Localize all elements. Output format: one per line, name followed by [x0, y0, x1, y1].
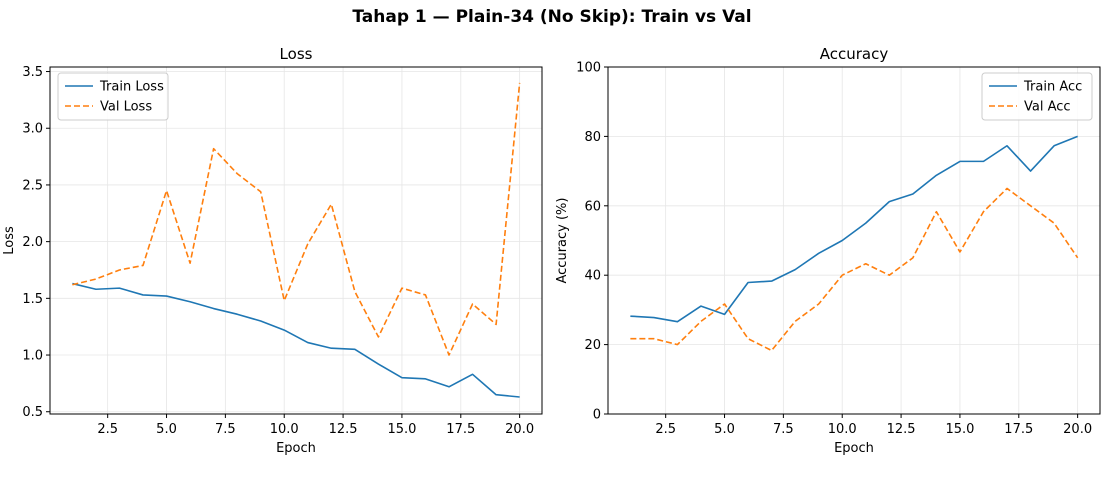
loss-x-tick-label: 10.0 — [270, 422, 299, 437]
accuracy-x-tick-label: 5.0 — [714, 422, 735, 437]
loss-x-tick-label: 17.5 — [446, 422, 475, 437]
accuracy-x-tick-label: 17.5 — [1004, 422, 1033, 437]
loss-axes-frame — [49, 66, 543, 415]
loss-legend-box — [57, 72, 169, 121]
accuracy-legend: Train Acc Val Acc — [981, 72, 1093, 121]
accuracy-x-tick-label: 7.5 — [773, 422, 794, 437]
loss-x-tick-label: 2.5 — [97, 422, 118, 437]
accuracy-y-tick-label: 100 — [576, 61, 601, 76]
accuracy-y-tick-label: 40 — [584, 269, 601, 284]
loss-y-tick-label: 0.5 — [22, 405, 43, 420]
accuracy-y-tick-label: 20 — [584, 338, 601, 353]
loss-legend: Train Loss Val Loss — [57, 72, 169, 121]
accuracy-legend-label: Train Acc — [1023, 80, 1082, 95]
loss-y-tick-label: 3.0 — [22, 122, 43, 137]
loss-x-tick-label: 15.0 — [387, 422, 416, 437]
loss-series-val-loss — [72, 82, 521, 356]
loss-legend-label: Train Loss — [99, 80, 164, 95]
loss-series-train-loss — [72, 282, 520, 398]
loss-x-axis-label: Epoch — [276, 441, 316, 456]
loss-x-tick-label: 5.0 — [156, 422, 177, 437]
loss-legend-label: Val Loss — [100, 100, 152, 115]
accuracy-series-train-acc — [630, 135, 1078, 323]
accuracy-x-tick-label: 20.0 — [1063, 422, 1092, 437]
loss-y-tick-label: 2.5 — [22, 178, 43, 193]
accuracy-y-tick-label: 0 — [593, 408, 601, 423]
accuracy-chart-title: Accuracy — [820, 45, 889, 63]
loss-y-tick-label: 2.0 — [22, 235, 43, 250]
accuracy-x-tick-label: 12.5 — [887, 422, 916, 437]
loss-y-tick-label: 1.0 — [22, 349, 43, 364]
accuracy-legend-label: Val Acc — [1024, 100, 1071, 115]
loss-chart-title: Loss — [280, 45, 313, 63]
loss-y-tick-label: 3.5 — [22, 65, 43, 80]
accuracy-y-tick-label: 60 — [584, 199, 601, 214]
loss-x-tick-label: 20.0 — [505, 422, 534, 437]
accuracy-x-tick-label: 2.5 — [655, 422, 676, 437]
accuracy-x-tick-label: 10.0 — [828, 422, 857, 437]
accuracy-axes-frame — [607, 66, 1101, 415]
accuracy-x-axis-label: Epoch — [834, 441, 874, 456]
loss-y-axis-label: Loss — [2, 226, 17, 255]
accuracy-y-tick-label: 80 — [584, 130, 601, 145]
loss-y-tick-label: 1.5 — [22, 292, 43, 307]
loss-x-tick-label: 7.5 — [215, 422, 236, 437]
accuracy-x-tick-label: 15.0 — [945, 422, 974, 437]
accuracy-y-axis-label: Accuracy (%) — [555, 198, 570, 284]
figure-title: Tahap 1 — Plain-34 (No Skip): Train vs V… — [352, 7, 751, 27]
loss-x-tick-label: 12.5 — [329, 422, 358, 437]
accuracy-legend-box — [981, 72, 1093, 121]
accuracy-chart: 2.5 5.0 7.5 10.0 12.5 15.0 17.5 20.0 0 20 40 60 80 10… — [555, 45, 1101, 456]
loss-chart: 2.5 5.0 7.5 10.0 12.5 15.0 17.5 20.0 0.5 1.0 1.5 2.… — [2, 45, 543, 456]
accuracy-series-val-acc — [630, 187, 1079, 352]
